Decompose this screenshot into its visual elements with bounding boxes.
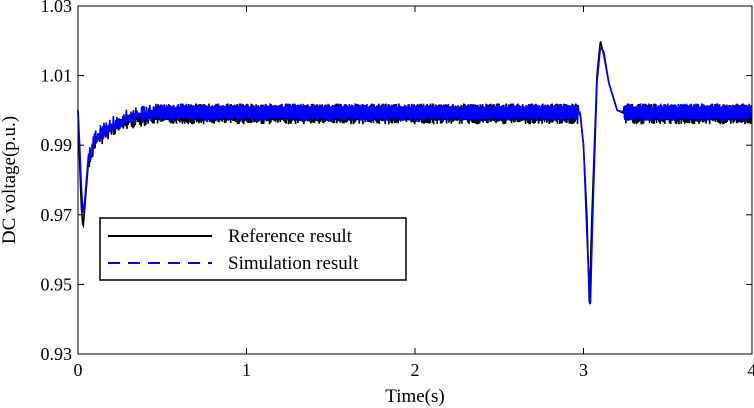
legend-label: Reference result (228, 226, 353, 247)
y-tick-label: 0.93 (41, 344, 73, 364)
y-tick-label: 1.01 (41, 66, 73, 86)
x-axis-label: Time(s) (385, 386, 444, 407)
y-tick-label: 1.03 (41, 0, 73, 16)
y-tick-label: 0.99 (41, 135, 73, 155)
legend-label: Simulation result (228, 253, 359, 274)
y-axis-label: DC voltage(p.u.) (0, 116, 20, 244)
y-tick-label: 0.95 (41, 274, 73, 294)
x-tick-label: 0 (74, 360, 83, 380)
legend: Reference result Simulation result (99, 217, 407, 281)
plot-area (78, 6, 752, 354)
x-tick-label: 1 (242, 360, 251, 380)
ticks-layer: 0 1 2 3 4 0.93 0.95 0.97 0.99 1.01 1.03 (41, 0, 754, 380)
x-tick-label: 4 (748, 360, 754, 380)
series-line-simulation (77, 46, 753, 305)
x-tick-label: 3 (579, 360, 588, 380)
y-tick-label: 0.97 (41, 205, 73, 225)
x-tick-label: 2 (411, 360, 420, 380)
legend-box (99, 217, 407, 281)
series-layer (77, 41, 753, 305)
